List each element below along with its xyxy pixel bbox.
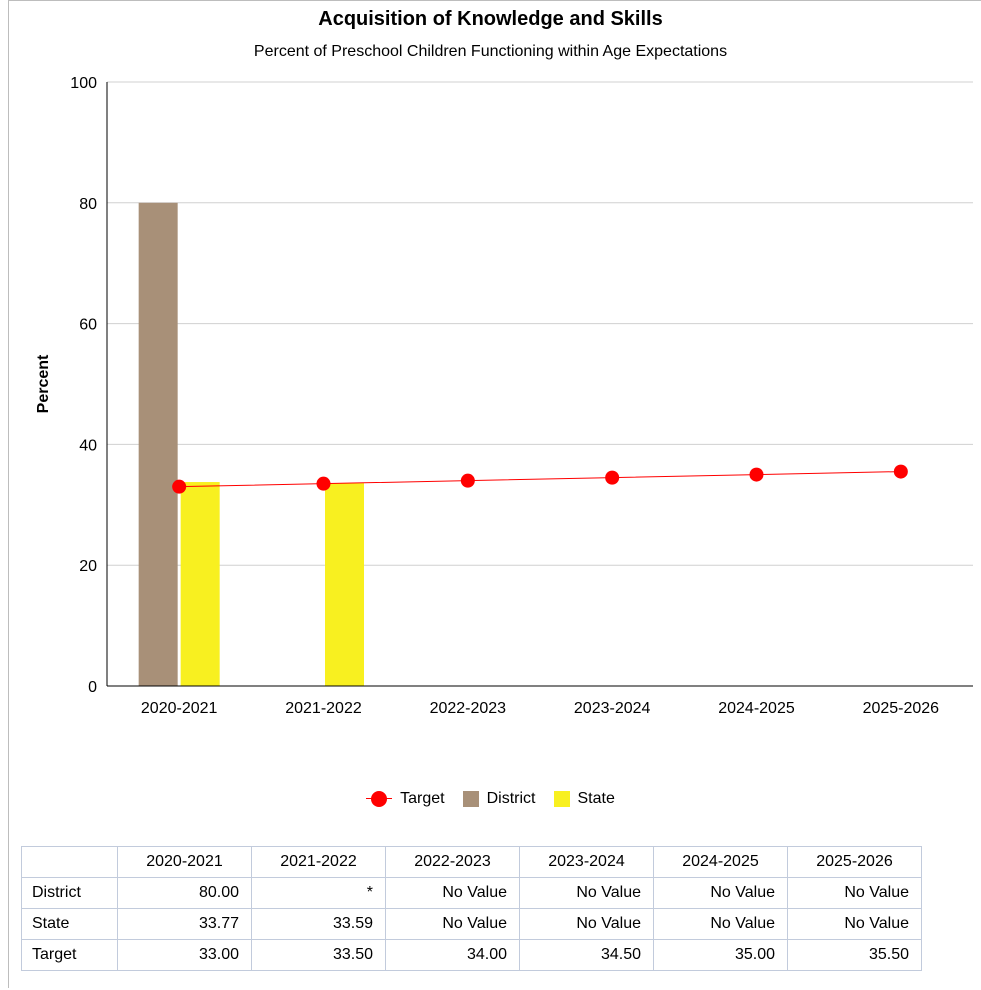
table-cell: No Value (787, 877, 922, 909)
table-cell: 34.00 (385, 939, 520, 971)
table-cell: 33.50 (251, 939, 386, 971)
axis-layer: 0 20 40 60 80 100 2020-2021 2021-2022 2022-2023 2… (70, 75, 973, 717)
y-tick-label: 100 (70, 75, 97, 92)
legend-district-label: District (486, 790, 536, 807)
table-row-district: District 80.00 * No Value No Value No Va… (21, 877, 922, 909)
legend-district-swatch (462, 791, 479, 807)
table-row-label: District (21, 877, 118, 909)
y-tick-label: 60 (79, 317, 97, 334)
target-point (460, 473, 475, 488)
table-row-target: Target 33.00 33.50 34.00 34.50 35.00 35.… (21, 939, 922, 971)
line-layer (172, 464, 908, 494)
legend-state-label: State (577, 790, 615, 807)
y-tick-label: 0 (88, 679, 97, 696)
table-row-label: Target (21, 939, 118, 971)
x-tick-label: 2023-2024 (574, 700, 651, 717)
x-tick-label: 2024-2025 (718, 700, 795, 717)
y-tick-label: 20 (79, 558, 97, 575)
table-header-row: 2020-2021 2021-2022 2022-2023 2023-2024 … (21, 846, 922, 878)
chart-legend: Target District State (0, 790, 981, 808)
table-cell: 80.00 (117, 877, 252, 909)
table-header-cell: 2023-2024 (519, 846, 654, 878)
table-cell: No Value (385, 908, 520, 940)
legend-item-target: Target (366, 790, 445, 808)
legend-state-swatch (553, 791, 570, 807)
data-table: 2020-2021 2021-2022 2022-2023 2023-2024 … (21, 846, 922, 971)
table-header-cell: 2020-2021 (117, 846, 252, 878)
legend-item-state: State (553, 790, 615, 808)
x-tick-label: 2025-2026 (863, 700, 940, 717)
table-cell: 33.00 (117, 939, 252, 971)
legend-target-label: Target (400, 790, 445, 807)
x-tick-label: 2021-2022 (285, 700, 362, 717)
bars-layer (138, 202, 364, 687)
table-cell: 33.59 (251, 908, 386, 940)
bar-district (138, 202, 178, 687)
grid-layer (107, 81, 973, 566)
table-cell: * (251, 877, 386, 909)
x-tick-label: 2022-2023 (430, 700, 507, 717)
y-axis-label: Percent (35, 354, 52, 413)
x-tick-label: 2020-2021 (141, 700, 218, 717)
table-cell: 35.50 (787, 939, 922, 971)
chart-svg: 0 20 40 60 80 100 2020-2021 2021-2022 2022-2023 2… (35, 75, 973, 717)
table-cell: No Value (653, 877, 788, 909)
table-header-cell: 2021-2022 (251, 846, 386, 878)
chart-frame (8, 0, 981, 988)
table-cell: No Value (653, 908, 788, 940)
y-tick-label: 40 (79, 437, 97, 454)
table-cell: No Value (519, 877, 654, 909)
chart-subtitle: Percent of Preschool Children Functionin… (253, 43, 728, 60)
table-cell: 33.77 (117, 908, 252, 940)
bar-state (325, 483, 364, 686)
legend-item-district: District (462, 790, 536, 808)
legend-target-swatch (366, 791, 393, 807)
table-header-cell: 2025-2026 (787, 846, 922, 878)
bar-state (180, 482, 220, 686)
table-cell: 34.50 (519, 939, 654, 971)
table-cell: No Value (519, 908, 654, 940)
table-header-cell: 2024-2025 (653, 846, 788, 878)
table-header-cell: 2022-2023 (385, 846, 520, 878)
target-point (893, 464, 908, 479)
table-cell: No Value (787, 908, 922, 940)
table-corner-cell (21, 846, 118, 878)
target-point (316, 476, 331, 491)
target-point (749, 467, 764, 482)
table-cell: No Value (385, 877, 520, 909)
target-point (172, 479, 187, 494)
table-row-label: State (21, 908, 118, 940)
target-point (605, 470, 620, 485)
y-tick-label: 80 (79, 196, 97, 213)
target-series-line (179, 471, 901, 488)
chart-title: Acquisition of Knowledge and Skills (318, 8, 663, 30)
table-cell: 35.00 (653, 939, 788, 971)
table-row-state: State 33.77 33.59 No Value No Value No V… (21, 908, 922, 940)
